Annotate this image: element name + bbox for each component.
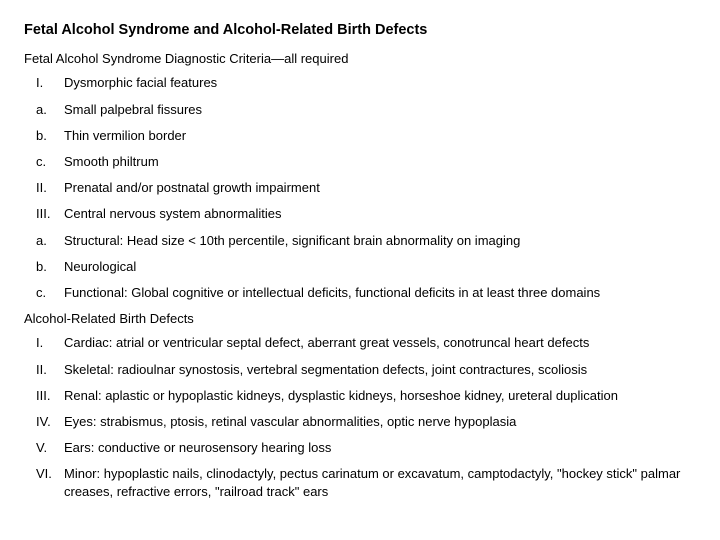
list-item: b. Neurological [36, 258, 696, 276]
item-marker: VI. [36, 465, 64, 501]
item-text: Smooth philtrum [64, 153, 696, 171]
list-item: II. Skeletal: radioulnar synostosis, ver… [36, 361, 696, 379]
list-item: VI. Minor: hypoplastic nails, clinodacty… [36, 465, 696, 501]
list-item: III. Renal: aplastic or hypoplastic kidn… [36, 387, 696, 405]
list-item: II. Prenatal and/or postnatal growth imp… [36, 179, 696, 197]
item-marker: c. [36, 284, 64, 302]
item-marker: a. [36, 101, 64, 119]
item-marker: I. [36, 334, 64, 352]
item-marker: IV. [36, 413, 64, 431]
item-text: Central nervous system abnormalities [64, 205, 696, 223]
item-text: Eyes: strabismus, ptosis, retinal vascul… [64, 413, 696, 431]
item-marker: I. [36, 74, 64, 92]
item-text: Prenatal and/or postnatal growth impairm… [64, 179, 696, 197]
item-text: Minor: hypoplastic nails, clinodactyly, … [64, 465, 696, 501]
item-marker: a. [36, 232, 64, 250]
item-marker: III. [36, 387, 64, 405]
item-text: Functional: Global cognitive or intellec… [64, 284, 696, 302]
list-item: a. Structural: Head size < 10th percenti… [36, 232, 696, 250]
list-item: c. Functional: Global cognitive or intel… [36, 284, 696, 302]
list-item: c. Smooth philtrum [36, 153, 696, 171]
list-item: III. Central nervous system abnormalitie… [36, 205, 696, 223]
item-marker: II. [36, 179, 64, 197]
document-title: Fetal Alcohol Syndrome and Alcohol-Relat… [24, 20, 696, 40]
item-text: Dysmorphic facial features [64, 74, 696, 92]
section1-header: Fetal Alcohol Syndrome Diagnostic Criter… [24, 50, 696, 68]
section2-header: Alcohol-Related Birth Defects [24, 310, 696, 328]
item-text: Skeletal: radioulnar synostosis, vertebr… [64, 361, 696, 379]
item-marker: III. [36, 205, 64, 223]
item-text: Neurological [64, 258, 696, 276]
list-item: I. Cardiac: atrial or ventricular septal… [36, 334, 696, 352]
item-marker: b. [36, 258, 64, 276]
item-text: Cardiac: atrial or ventricular septal de… [64, 334, 696, 352]
list-item: IV. Eyes: strabismus, ptosis, retinal va… [36, 413, 696, 431]
list-item: V. Ears: conductive or neurosensory hear… [36, 439, 696, 457]
list-item: b. Thin vermilion border [36, 127, 696, 145]
list-item: a. Small palpebral fissures [36, 101, 696, 119]
item-text: Ears: conductive or neurosensory hearing… [64, 439, 696, 457]
item-marker: V. [36, 439, 64, 457]
item-marker: II. [36, 361, 64, 379]
item-text: Thin vermilion border [64, 127, 696, 145]
item-text: Structural: Head size < 10th percentile,… [64, 232, 696, 250]
list-item: I. Dysmorphic facial features [36, 74, 696, 92]
item-text: Renal: aplastic or hypoplastic kidneys, … [64, 387, 696, 405]
item-marker: c. [36, 153, 64, 171]
item-marker: b. [36, 127, 64, 145]
item-text: Small palpebral fissures [64, 101, 696, 119]
